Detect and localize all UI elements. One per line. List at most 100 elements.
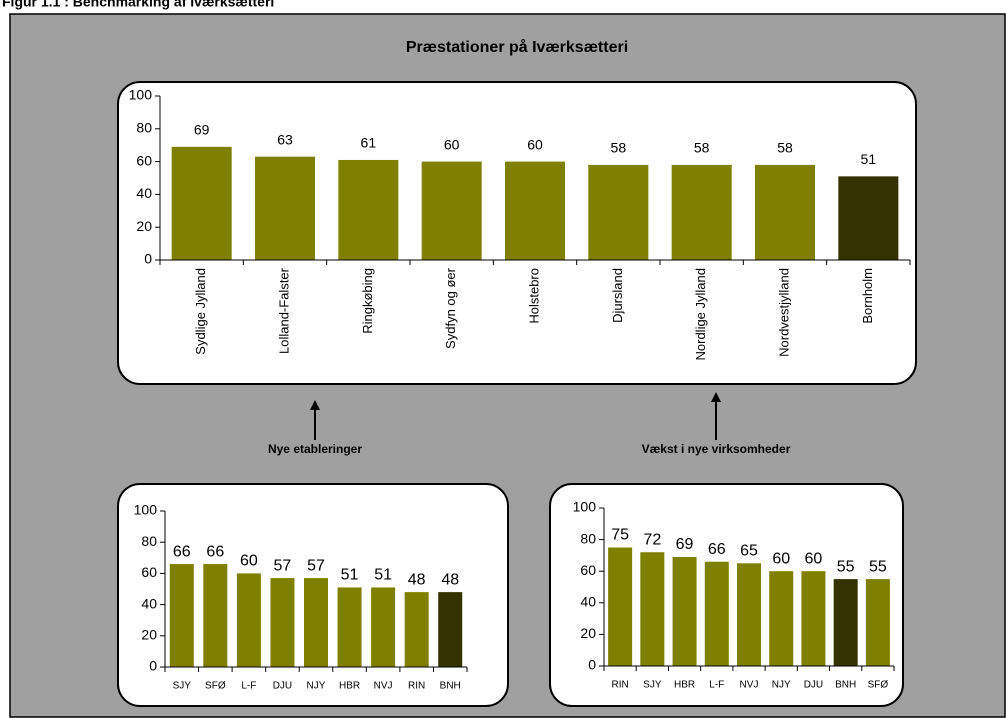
y-tick-label: 0 xyxy=(588,657,596,673)
bar xyxy=(505,161,565,260)
value-label: 55 xyxy=(869,558,887,575)
x-tick-label: Djursland xyxy=(610,268,625,323)
y-tick-label: 80 xyxy=(136,120,152,136)
x-tick-label: Nordlige Jylland xyxy=(693,268,708,361)
x-tick-label: RIN xyxy=(408,681,425,692)
value-label: 60 xyxy=(805,550,823,567)
bar xyxy=(203,564,228,667)
value-label: 63 xyxy=(277,131,293,147)
bar xyxy=(270,578,295,667)
bar xyxy=(865,579,890,666)
value-label: 60 xyxy=(527,136,543,152)
y-tick-label: 40 xyxy=(136,185,152,201)
x-tick-label: Nordvestjylland xyxy=(776,268,791,357)
y-tick-label: 0 xyxy=(149,658,157,674)
bar xyxy=(304,578,328,667)
bar xyxy=(171,146,232,260)
bar xyxy=(421,161,482,260)
bar xyxy=(438,592,463,667)
arrow xyxy=(310,400,320,440)
x-tick-label: Holstebro xyxy=(526,268,541,324)
x-tick-label: DJU xyxy=(804,680,823,691)
value-label: 55 xyxy=(837,558,855,575)
bar xyxy=(236,573,261,667)
x-tick-label: SFØ xyxy=(868,680,889,691)
bar xyxy=(704,561,729,666)
x-tick-label: L-F xyxy=(241,681,256,692)
y-tick-label: 80 xyxy=(580,530,596,546)
value-label: 75 xyxy=(611,527,629,544)
x-tick-label: Bornholm xyxy=(860,268,875,324)
y-tick-label: 60 xyxy=(136,152,152,168)
value-label: 58 xyxy=(694,140,710,156)
bar xyxy=(640,552,665,666)
value-label: 66 xyxy=(173,543,191,560)
y-tick-label: 20 xyxy=(141,627,157,643)
value-label: 57 xyxy=(307,557,325,574)
bar xyxy=(255,156,315,260)
x-tick-label: NJY xyxy=(307,681,326,692)
y-tick-label: 80 xyxy=(141,533,157,549)
y-tick-label: 20 xyxy=(136,218,152,234)
value-label: 57 xyxy=(274,557,292,574)
x-tick-label: Sydlige Jylland xyxy=(193,268,208,355)
value-label: 58 xyxy=(777,140,793,156)
bar xyxy=(672,556,697,666)
x-tick-label: DJU xyxy=(273,681,292,692)
figure-heading: Figur 1.1 : Benchmarking af Iværksætteri xyxy=(2,0,274,10)
y-tick-label: 0 xyxy=(144,251,152,267)
x-tick-label: SJY xyxy=(643,680,662,691)
x-tick-label: L-F xyxy=(709,680,724,691)
bar xyxy=(371,587,396,667)
x-tick-label: HBR xyxy=(339,681,360,692)
y-tick-label: 100 xyxy=(134,502,158,518)
value-label: 72 xyxy=(643,531,661,548)
value-label: 48 xyxy=(441,571,459,588)
chart-title: Vækst i nye virksomheder xyxy=(642,442,791,456)
value-label: 69 xyxy=(194,122,210,138)
bar xyxy=(608,547,633,666)
x-tick-label: Lolland-Falster xyxy=(276,267,291,354)
value-label: 69 xyxy=(676,536,694,553)
x-tick-label: BNH xyxy=(440,681,461,692)
arrow xyxy=(711,392,721,440)
x-tick-label: SFØ xyxy=(205,681,226,692)
bar xyxy=(769,571,794,666)
value-label: 60 xyxy=(240,553,258,570)
value-label: 60 xyxy=(444,136,460,152)
value-label: 61 xyxy=(361,135,377,151)
x-tick-label: NJY xyxy=(772,680,791,691)
y-tick-label: 100 xyxy=(573,499,597,515)
bar xyxy=(838,176,899,260)
y-tick-label: 60 xyxy=(580,562,596,578)
x-tick-label: RIN xyxy=(611,680,628,691)
bar xyxy=(338,159,399,260)
value-label: 66 xyxy=(206,543,224,560)
x-tick-label: NVJ xyxy=(740,680,759,691)
bar xyxy=(801,571,826,666)
value-label: 66 xyxy=(708,541,726,558)
x-tick-label: BNH xyxy=(835,680,856,691)
x-tick-label: NVJ xyxy=(374,681,393,692)
y-tick-label: 40 xyxy=(141,595,157,611)
y-tick-label: 100 xyxy=(129,87,153,103)
value-label: 51 xyxy=(374,567,392,584)
bar xyxy=(671,164,732,260)
bar xyxy=(737,563,761,666)
value-label: 48 xyxy=(408,571,426,588)
value-label: 58 xyxy=(611,140,627,156)
x-tick-label: Ringkøbing xyxy=(360,268,375,334)
value-label: 51 xyxy=(861,151,877,167)
x-tick-label: Sydfyn og øer xyxy=(443,267,458,349)
bar xyxy=(833,579,858,666)
chart-title: Nye etableringer xyxy=(268,442,362,456)
x-tick-label: SJY xyxy=(173,681,192,692)
y-tick-label: 40 xyxy=(580,594,596,610)
y-tick-label: 60 xyxy=(141,564,157,580)
y-tick-label: 20 xyxy=(580,625,596,641)
value-label: 51 xyxy=(341,567,359,584)
bar xyxy=(404,592,429,667)
bar xyxy=(337,587,362,667)
chart-title: Præstationer på Iværksætteri xyxy=(406,38,628,56)
